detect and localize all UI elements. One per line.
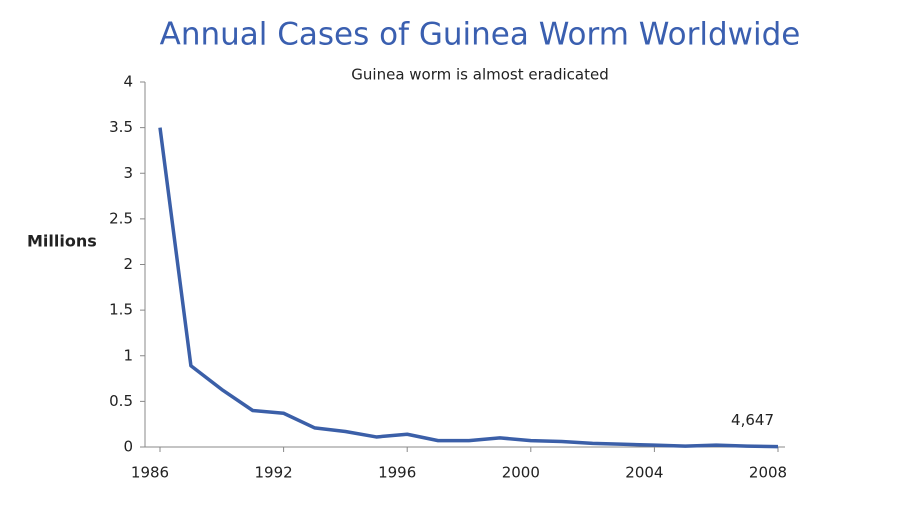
x-tick-label: 2000: [502, 464, 540, 482]
y-tick-label: 0.5: [109, 392, 133, 410]
y-tick-label: 4: [123, 73, 133, 91]
x-tick-label: 1992: [255, 464, 293, 482]
y-tick-label: 1: [123, 346, 133, 364]
chart-title: Annual Cases of Guinea Worm Worldwide: [160, 17, 801, 53]
x-tick-label: 1996: [378, 464, 416, 482]
y-tick-label: 0: [123, 438, 133, 456]
chart-subtitle: Guinea worm is almost eradicated: [351, 66, 608, 84]
y-tick-label: 2.5: [109, 209, 133, 227]
x-tick-label: 1986: [131, 464, 169, 482]
x-tick-label: 2004: [625, 464, 663, 482]
x-tick-label: 2008: [749, 464, 787, 482]
y-tick-label: 3.5: [109, 118, 133, 136]
y-tick-label: 1.5: [109, 301, 133, 319]
y-axis-label: Millions: [27, 232, 97, 251]
data-label: 4,647: [731, 411, 774, 429]
y-tick-label: 2: [123, 255, 133, 273]
y-tick-label: 3: [123, 164, 133, 182]
line: [158, 127, 779, 449]
